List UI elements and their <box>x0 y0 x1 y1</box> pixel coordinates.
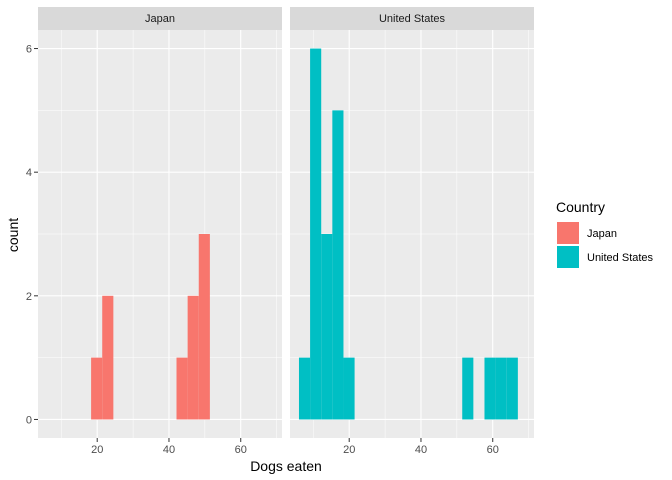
x-tick-label: 20 <box>91 444 103 456</box>
facet-panel: Japan <box>38 7 282 438</box>
histogram-bar <box>484 357 496 420</box>
x-tick-label: 60 <box>487 444 499 456</box>
histogram-bar <box>298 357 311 420</box>
histogram-bar <box>332 110 344 420</box>
x-axis-title: Dogs eaten <box>250 458 322 474</box>
x-tick-label: 40 <box>415 444 427 456</box>
x-tick-label: 60 <box>235 444 247 456</box>
facet-strip <box>290 7 534 30</box>
y-tick-label: 0 <box>26 414 32 426</box>
x-tick-label: 20 <box>343 444 355 456</box>
y-tick-label: 2 <box>26 291 32 303</box>
histogram-bar <box>176 357 188 420</box>
histogram-bar <box>506 357 518 420</box>
y-tick-label: 4 <box>26 167 32 179</box>
facet-strip-label: United States <box>379 13 446 25</box>
legend-label: Japan <box>587 228 617 240</box>
histogram-bar <box>91 357 103 420</box>
y-axis: 0 2 4 6 <box>26 44 38 426</box>
y-tick-label: 6 <box>26 44 32 56</box>
histogram-bar <box>310 48 322 420</box>
x-tick-label: 40 <box>163 444 175 456</box>
y-axis-title: count <box>5 218 21 252</box>
legend-swatch <box>557 222 579 244</box>
legend-swatch <box>557 246 579 268</box>
legend-label: United States <box>587 252 654 264</box>
histogram-bar <box>343 357 355 420</box>
facet-panels: Japan United States <box>38 7 534 438</box>
legend: Country Japan United States <box>556 199 654 268</box>
histogram-bar <box>462 357 474 420</box>
x-axis: 20 40 60 20 40 60 <box>91 438 499 456</box>
facet-strip <box>38 7 282 30</box>
histogram-bar <box>198 234 210 420</box>
histogram-bar <box>187 295 199 420</box>
facet-panel: United States <box>290 7 534 438</box>
histogram-bar <box>495 357 507 420</box>
histogram-bar <box>321 234 333 420</box>
histogram-bar <box>102 295 114 420</box>
facet-strip-label: Japan <box>145 13 175 25</box>
legend-title: Country <box>556 199 605 215</box>
